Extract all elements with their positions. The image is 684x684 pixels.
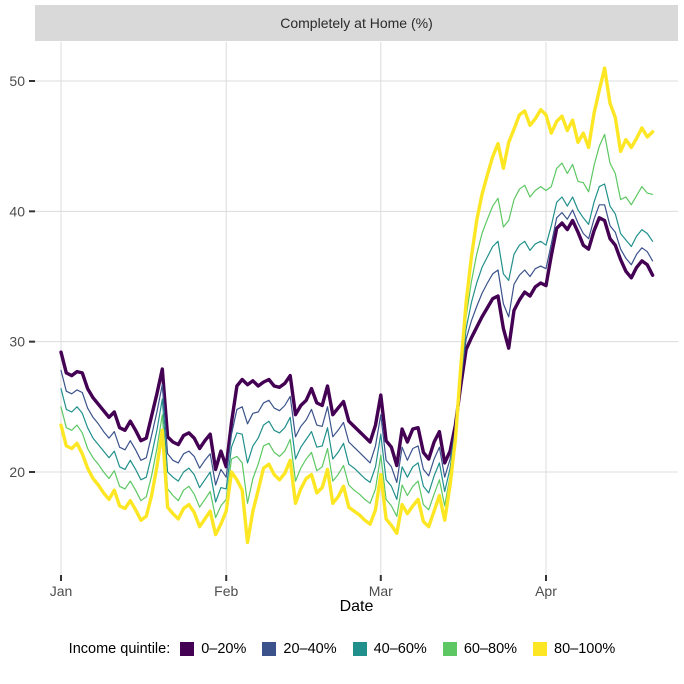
facet-strip-title: Completely at Home (%) <box>280 15 433 31</box>
legend-item-60–80pct: 60–80% <box>442 641 518 657</box>
y-tick-label-30: 30 <box>9 334 25 350</box>
legend-item-80–100pct: 80–100% <box>533 641 615 657</box>
series-line-40–60pct <box>60 183 654 503</box>
legend-items: 0–20% 20–40% 40–60% 60–80% 80–100% <box>180 641 615 657</box>
facet-strip: Completely at Home (%) <box>35 5 678 41</box>
legend-item-40–60pct: 40–60% <box>352 641 427 657</box>
series-line-20–40pct <box>60 204 654 486</box>
legend-label-0: 0–20% <box>201 641 247 657</box>
legend-swatch-4 <box>533 642 548 656</box>
x-tick-label-Jan: Jan <box>50 583 73 599</box>
y-tick-label-50: 50 <box>9 73 25 89</box>
series-line-80–100pct <box>59 66 655 545</box>
legend-label-1: 20–40% <box>283 641 337 657</box>
plot-area: 50 40 30 20 Jan Feb Mar Apr <box>9 42 678 599</box>
legend-swatch-0 <box>180 642 195 656</box>
x-axis-title: Date <box>339 598 374 615</box>
legend-swatch-2 <box>352 642 367 656</box>
legend-swatch-1 <box>262 642 277 656</box>
legend-title: Income quintile: <box>68 641 171 657</box>
legend-label-4: 80–100% <box>554 641 616 657</box>
legend: Income quintile: 0–20% 20–40% 40–60% 60–80%… <box>0 641 684 657</box>
y-tick-label-40: 40 <box>9 203 25 219</box>
legend-label-2: 40–60% <box>373 641 427 657</box>
legend-item-20–40pct: 20–40% <box>262 641 337 657</box>
x-tick-label-Mar: Mar <box>369 583 393 599</box>
x-tick-label-Feb: Feb <box>214 583 238 599</box>
legend-swatch-3 <box>442 642 457 656</box>
legend-label-3: 60–80% <box>463 641 518 657</box>
series-line-0–20pct <box>59 216 655 472</box>
series-line-60–80pct <box>60 133 654 519</box>
legend-item-0–20pct: 0–20% <box>180 641 246 657</box>
x-tick-label-Apr: Apr <box>535 583 557 599</box>
y-tick-label-20: 20 <box>9 464 25 480</box>
